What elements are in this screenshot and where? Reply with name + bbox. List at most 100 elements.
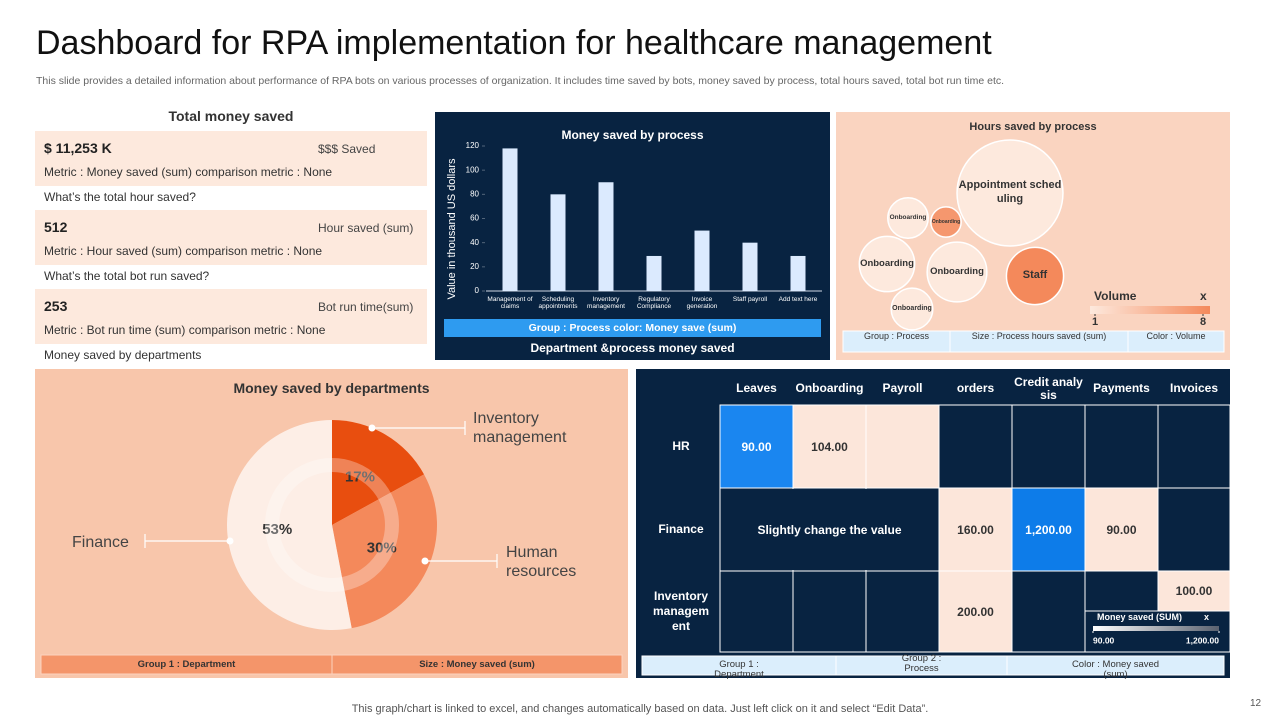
heat-cell [792,404,867,489]
y-tick-label: 0 [475,286,480,295]
kpi-question: Money saved by departments [44,348,202,362]
column-header: Onboarding [795,381,864,395]
footer-text: Color : Volume [1146,331,1206,341]
y-tick-label: 100 [466,165,480,174]
bubble [858,235,916,293]
color-tick-label: 90.00 [1093,635,1115,645]
heat-cell [1011,570,1086,653]
heat-cell [719,570,794,653]
kpi-value: $ 11,253 K [44,140,112,156]
bubble-label: Appointment scheduling [958,179,1062,205]
bar [742,242,758,291]
heat-legend [1084,610,1231,653]
heat-cell [1084,404,1159,489]
x-tick-label: Scheduling appointments [538,296,578,311]
y-tick-label: 80 [470,189,479,198]
row-header: Inventory management [652,589,710,633]
color-tick-label: 1,200.00 [1186,635,1219,645]
heat-cell [865,570,940,653]
chart-title: Money saved by departments [233,380,430,396]
footer-text: Size : Money saved (sum) [419,659,535,670]
subtitle: This slide provides a detailed informati… [36,75,1005,87]
bubble-label: Onboarding [889,214,927,221]
kpi-label: Hour saved (sum) [318,221,414,235]
x-tick-label: Add text here [778,296,818,303]
cell-value: 160.00 [957,522,994,537]
cell-value: 200.00 [957,604,994,619]
kpi-card [35,131,427,186]
bubble [930,206,962,238]
y-tick-label: 20 [470,262,479,271]
heat-cell [792,570,867,653]
caption: Department &process money saved [530,341,735,355]
chart-title: Money saved by process [561,128,704,142]
inner-ring [265,458,399,592]
panel [435,112,830,360]
column-header: Credit analysis [1014,374,1083,402]
x-tick-label: Regulatory Compliance [636,296,672,311]
bar [502,148,518,291]
bar [694,230,710,291]
column-header: orders [956,381,995,395]
x-tick-label: Staff payroll [732,296,768,303]
column-header: Invoices [1169,381,1219,395]
legend-title: Money saved (SUM) [1097,612,1183,622]
value-label: 30% [367,539,397,556]
category-label: Finance [72,534,129,551]
kpi-label: Bot run time(sum) [318,300,414,314]
title: Dashboard for RPA implementation for hea… [36,24,992,62]
footer-text: Group 1 : Department [714,659,764,680]
y-tick-label: 120 [466,141,480,150]
cell-value: 1,200.00 [1025,522,1072,537]
bar [646,255,662,291]
kpi-card [35,289,427,344]
kpi-card [35,210,427,265]
x-tick-label: Management of claims [487,296,533,311]
page-number: 12 [1250,698,1262,709]
callout-dot [226,537,234,545]
heat-cell [938,404,1013,489]
kpi-title: Total money saved [168,108,294,124]
kpi-question: What’s the total hour saved? [44,190,196,204]
callout-dot [421,557,429,565]
pie-slice [332,420,425,525]
footer-cell [1127,330,1225,353]
kpi-metric: Metric : Money saved (sum) comparison me… [44,165,333,179]
bubble [887,197,929,239]
pie-slice [332,474,437,629]
y-tick-label: 60 [470,214,479,223]
row-header: HR [672,439,690,453]
x-tick-label: Inventory management [587,296,625,311]
pie-slice [227,420,352,630]
bar [598,182,614,291]
bubble-label: Onboarding [860,258,914,269]
x-tick-label: Invoice generation [686,296,718,311]
kpi-value: 253 [44,298,68,314]
kpi-metric: Metric : Bot run time (sum) comparison m… [44,323,326,337]
heat-cell [865,404,940,489]
column-header: Payments [1093,381,1150,395]
legend-close: x [1200,289,1207,303]
cell-value: 90.00 [1106,522,1137,537]
legend-bar [444,319,821,337]
color-tick-label: 8 [1200,316,1206,328]
footer-cell [331,654,623,675]
heat-cell [1011,404,1086,489]
value-label: 17% [345,469,375,486]
legend-text: Group : Process color: Money save (sum) [528,322,737,334]
kpi-metric: Metric : Hour saved (sum) comparison met… [44,244,323,258]
heat-cell [1084,487,1159,572]
color-bar [1090,306,1210,314]
category-label: Inventory management [473,410,567,446]
cell-value: 90.00 [741,439,772,454]
bubble [926,241,988,303]
color-bar [1093,626,1219,631]
bubble-label: Onboarding [931,219,961,225]
legend-close: x [1204,612,1210,622]
merged-cell [721,489,938,570]
cell-value: 104.00 [811,439,848,454]
color-tick-label: 1 [1092,316,1098,328]
row-header: Finance [658,522,704,536]
